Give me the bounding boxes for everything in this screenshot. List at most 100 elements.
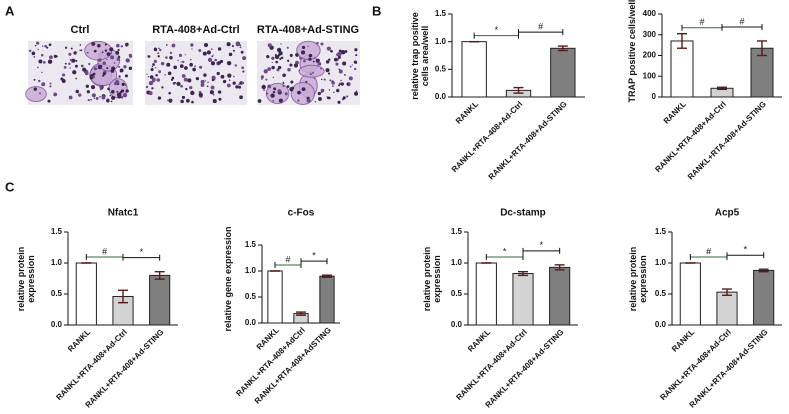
error-bar <box>322 274 332 278</box>
cell <box>267 84 272 89</box>
cell <box>93 49 97 53</box>
y-tick-label: 0.5 <box>51 289 63 298</box>
cell <box>341 49 346 55</box>
y-tick-label: 0.0 <box>245 318 257 327</box>
cell <box>198 92 203 97</box>
cell <box>79 44 82 46</box>
cell <box>36 41 40 45</box>
cell <box>69 67 71 69</box>
cell <box>293 63 299 68</box>
cell <box>119 91 122 94</box>
cell <box>320 42 324 46</box>
cell <box>145 85 149 89</box>
cell <box>232 75 235 78</box>
cell <box>200 83 205 87</box>
cell <box>270 93 275 98</box>
cell <box>305 80 308 83</box>
cell <box>46 46 49 49</box>
cell <box>115 43 120 48</box>
cell <box>146 73 148 75</box>
significance-label: # <box>739 16 744 26</box>
x-tick-label: RANKL+RTA-408+Ad-Ctrl <box>658 328 732 402</box>
cell <box>148 80 154 86</box>
bar <box>550 47 576 98</box>
error-bar <box>554 264 565 271</box>
cell <box>63 66 67 69</box>
cell <box>53 92 58 97</box>
cell <box>342 61 347 66</box>
cell <box>204 80 207 82</box>
cell <box>173 65 178 70</box>
cell <box>207 81 209 83</box>
cell <box>301 87 306 92</box>
cell <box>109 94 112 97</box>
cell <box>124 74 129 78</box>
y-tick-label: 200 <box>643 51 657 60</box>
error-bar <box>513 86 524 94</box>
cell <box>195 76 200 81</box>
y-tick-label: 1.0 <box>451 258 463 267</box>
cell <box>153 59 157 63</box>
cell <box>101 51 104 54</box>
cell <box>173 81 176 84</box>
significance-label: * <box>312 251 316 261</box>
cell <box>121 82 125 86</box>
y-tick-label: 0.0 <box>435 92 447 101</box>
cell <box>241 66 245 70</box>
cell <box>40 53 44 57</box>
cell <box>242 56 247 61</box>
significance-label: # <box>699 17 704 27</box>
cell <box>346 95 349 98</box>
cell <box>326 46 331 51</box>
cell <box>338 82 342 86</box>
cell <box>278 51 283 56</box>
cell <box>211 78 215 82</box>
cell <box>231 45 234 48</box>
cell <box>271 65 275 70</box>
cell <box>280 43 282 45</box>
cell <box>151 77 156 82</box>
cell <box>33 87 38 91</box>
cell <box>295 53 299 57</box>
cell <box>118 65 121 68</box>
cell <box>151 65 154 68</box>
cell <box>216 71 220 76</box>
micrographs <box>25 40 360 106</box>
cell <box>217 47 222 51</box>
cell <box>72 70 77 75</box>
y-axis-label: relative protein expression <box>628 246 648 311</box>
cell <box>327 72 331 75</box>
cell <box>331 81 335 85</box>
cell <box>61 79 66 84</box>
cell <box>316 41 319 45</box>
cell <box>269 67 272 70</box>
x-tick-label: RANKL <box>466 327 492 353</box>
cell <box>110 100 113 103</box>
cell <box>263 89 265 91</box>
cell <box>64 62 67 65</box>
significance-label: # <box>102 246 107 256</box>
cell <box>297 90 301 95</box>
cell <box>179 64 184 68</box>
cell <box>150 68 154 72</box>
cell <box>160 61 165 66</box>
cell <box>110 69 115 73</box>
significance-label: # <box>538 21 543 31</box>
y-tick-label: 0 <box>652 92 657 101</box>
cell <box>80 49 83 52</box>
significance-label: * <box>140 247 144 257</box>
bar <box>319 275 335 324</box>
cell <box>323 78 326 81</box>
x-tick-label: RANKL+RTA-408+Ad-Ctrl <box>54 328 128 402</box>
bar <box>267 270 283 324</box>
cell <box>328 89 331 91</box>
cell <box>99 88 103 91</box>
cell <box>265 92 269 95</box>
cell <box>280 56 284 60</box>
cell <box>69 58 73 62</box>
x-tick-label: RANKL+RTA-408+Ad-STING <box>84 328 166 410</box>
y-axis-label: relative gene expression <box>223 226 233 332</box>
error-bar <box>677 33 687 49</box>
cell <box>86 90 90 94</box>
